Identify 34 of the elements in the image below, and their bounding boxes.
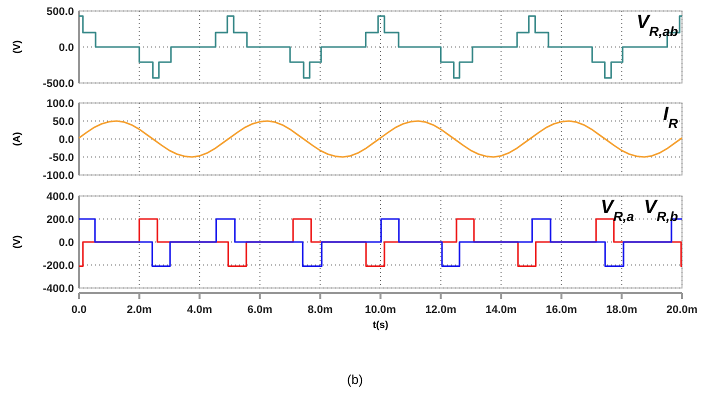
- y-axis-title: (V): [12, 40, 23, 54]
- y-tick-label: 0.0: [58, 236, 74, 249]
- x-tick-label: 12.0m: [425, 304, 457, 316]
- y-tick-label: 0.0: [58, 42, 74, 54]
- y-tick-label: -500.0: [42, 78, 74, 90]
- y-tick-label: -200.0: [42, 260, 74, 272]
- y-tick-label: -100.0: [42, 170, 74, 182]
- x-tick-label: 20.0m: [666, 304, 698, 316]
- series-label: I$_{R}$: [663, 104, 678, 130]
- series-label: V$_{R,ab}$: [636, 12, 678, 38]
- y-tick-label: 100.0: [46, 98, 74, 110]
- x-axis-title: t(s): [372, 320, 388, 331]
- series-label: V$_{R,b}$: [644, 197, 678, 224]
- series-label: V$_{R,a}$: [600, 197, 634, 224]
- x-tick-label: 4.0m: [187, 304, 212, 316]
- y-tick-label: 500.0: [46, 6, 74, 18]
- x-tick-label: 6.0m: [247, 304, 273, 316]
- y-tick-label: -50.0: [48, 152, 74, 164]
- y-tick-label: 50.0: [52, 116, 74, 128]
- y-axis-title: (A): [12, 132, 23, 146]
- x-tick-label: 8.0m: [308, 304, 333, 316]
- x-tick-label: 10.0m: [364, 304, 396, 316]
- y-axis-title: (V): [12, 235, 23, 249]
- y-tick-label: 0.0: [58, 134, 74, 146]
- x-tick-label: 0.0: [71, 304, 87, 316]
- text: (b): [347, 372, 363, 387]
- x-tick-label: 18.0m: [606, 304, 638, 316]
- line-series: [78, 120, 683, 158]
- x-tick-label: 14.0m: [486, 304, 517, 316]
- y-tick-label: 200.0: [46, 214, 74, 226]
- y-tick-label: -400.0: [42, 282, 74, 295]
- x-tick-label: 2.0m: [126, 304, 152, 316]
- x-tick-label: 16.0m: [546, 304, 578, 316]
- y-tick-label: 400.0: [46, 190, 74, 203]
